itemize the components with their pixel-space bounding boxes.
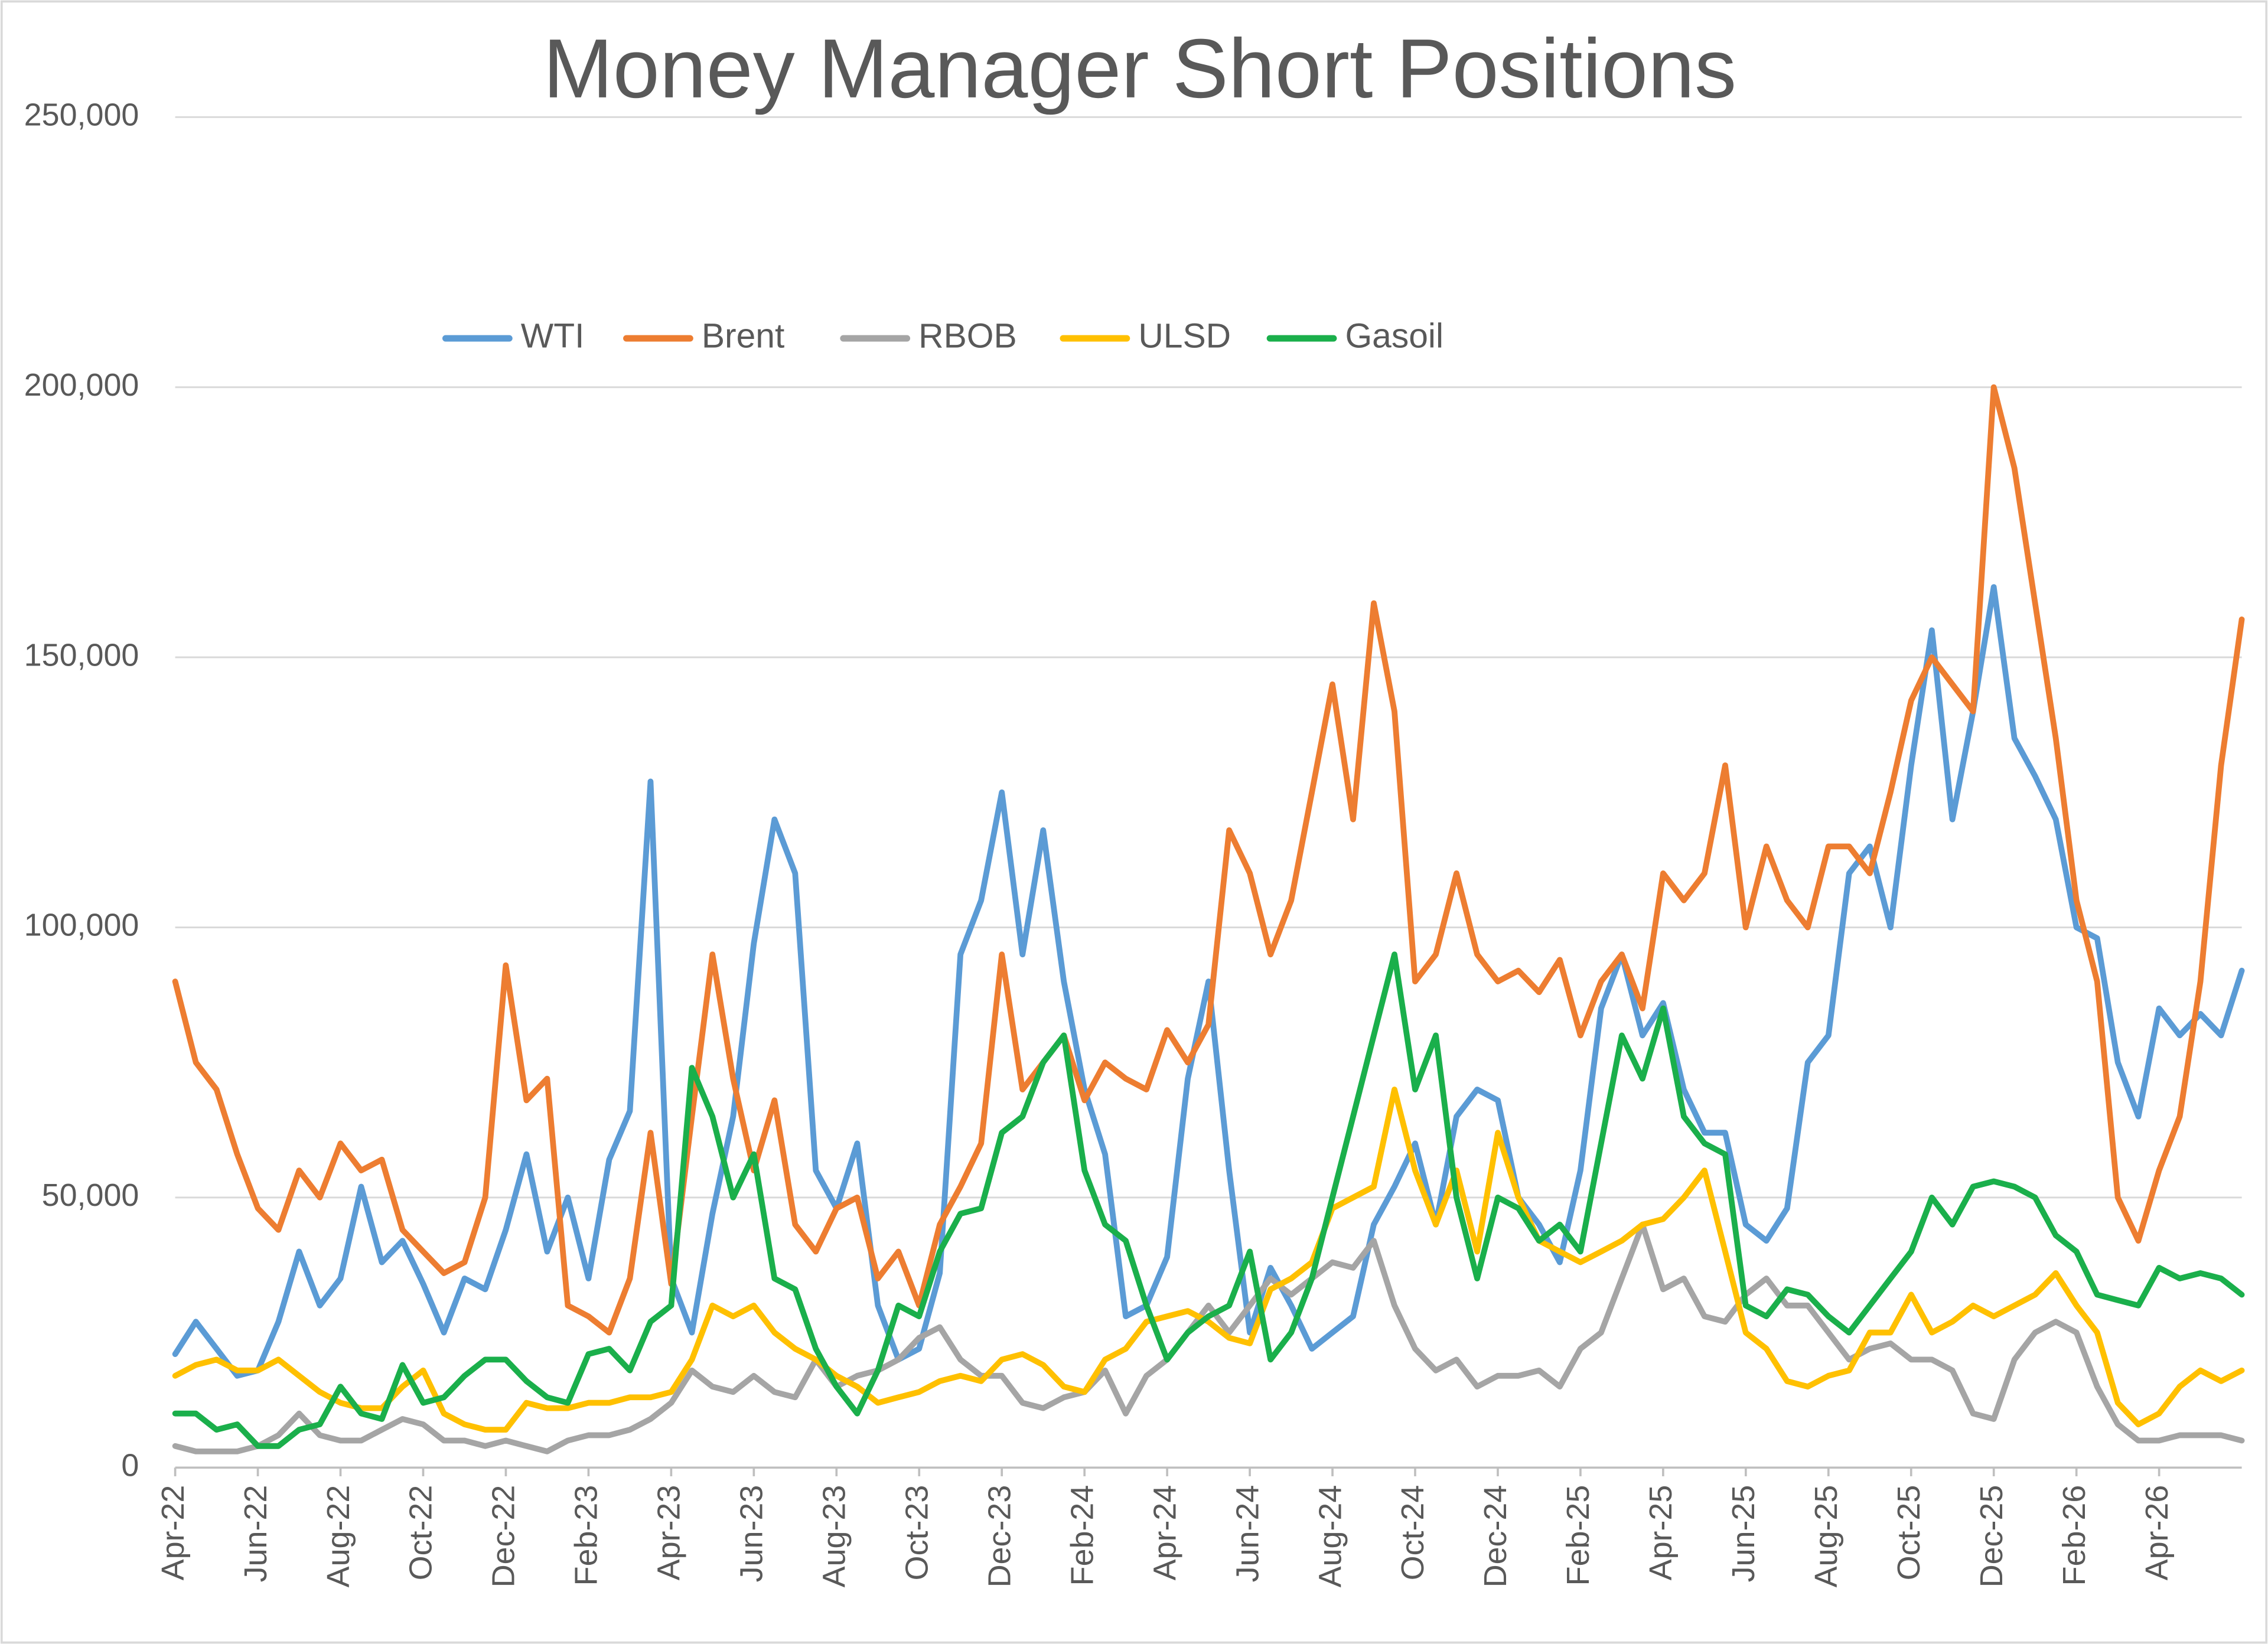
series-line: [172, 1087, 2245, 1433]
chart-title: Money Manager Short Positions: [543, 22, 1736, 116]
x-tick-label: Dec-24: [1478, 1485, 1513, 1588]
x-tick-label: Feb-25: [1560, 1485, 1596, 1586]
legend-label: RBOB: [918, 317, 1017, 355]
x-tick-label: Dec-25: [1974, 1485, 2009, 1588]
x-tick-label: Aug-25: [1808, 1485, 1844, 1588]
legend-label: ULSD: [1138, 317, 1231, 355]
x-tick-label: Oct-25: [1891, 1485, 1927, 1581]
legend-label: Gasoil: [1345, 317, 1443, 355]
x-tick-label: Apr-24: [1147, 1485, 1182, 1581]
y-tick-label: 200,000: [24, 367, 139, 403]
x-tick-label: Jun-25: [1726, 1485, 1761, 1583]
y-tick-label: 0: [121, 1448, 139, 1483]
x-tick-label: Apr-23: [651, 1485, 687, 1581]
y-tick-label: 100,000: [24, 908, 139, 943]
series-line: [172, 384, 2245, 1336]
series-line: [172, 584, 2245, 1379]
x-tick-label: Oct-22: [403, 1485, 439, 1581]
x-tick-label: Feb-24: [1064, 1485, 1100, 1586]
series-line: [172, 1221, 2245, 1454]
x-tick-label: Aug-23: [817, 1485, 852, 1588]
x-tick-label: Feb-26: [2057, 1485, 2092, 1586]
y-tick-label: 150,000: [24, 637, 139, 673]
x-tick-label: Jun-24: [1230, 1485, 1265, 1583]
x-tick-label: Jun-22: [238, 1485, 273, 1583]
x-tick-label: Dec-22: [486, 1485, 522, 1588]
x-tick-label: Apr-22: [155, 1485, 191, 1581]
x-tick-label: Apr-26: [2139, 1485, 2175, 1581]
x-tick-label: Oct-24: [1395, 1485, 1430, 1581]
legend-label: Brent: [702, 317, 784, 355]
x-tick-label: Jun-23: [734, 1485, 770, 1583]
x-tick-label: Dec-23: [982, 1485, 1017, 1588]
x-tick-label: Apr-25: [1643, 1485, 1679, 1581]
x-tick-label: Aug-22: [321, 1485, 356, 1588]
legend-label: WTI: [521, 317, 585, 355]
y-tick-label: 50,000: [42, 1177, 139, 1213]
series-line: [172, 951, 2245, 1449]
x-tick-label: Aug-24: [1312, 1485, 1348, 1588]
x-tick-label: Feb-23: [569, 1485, 604, 1586]
x-tick-label: Oct-23: [899, 1485, 934, 1581]
y-tick-label: 250,000: [24, 97, 139, 133]
